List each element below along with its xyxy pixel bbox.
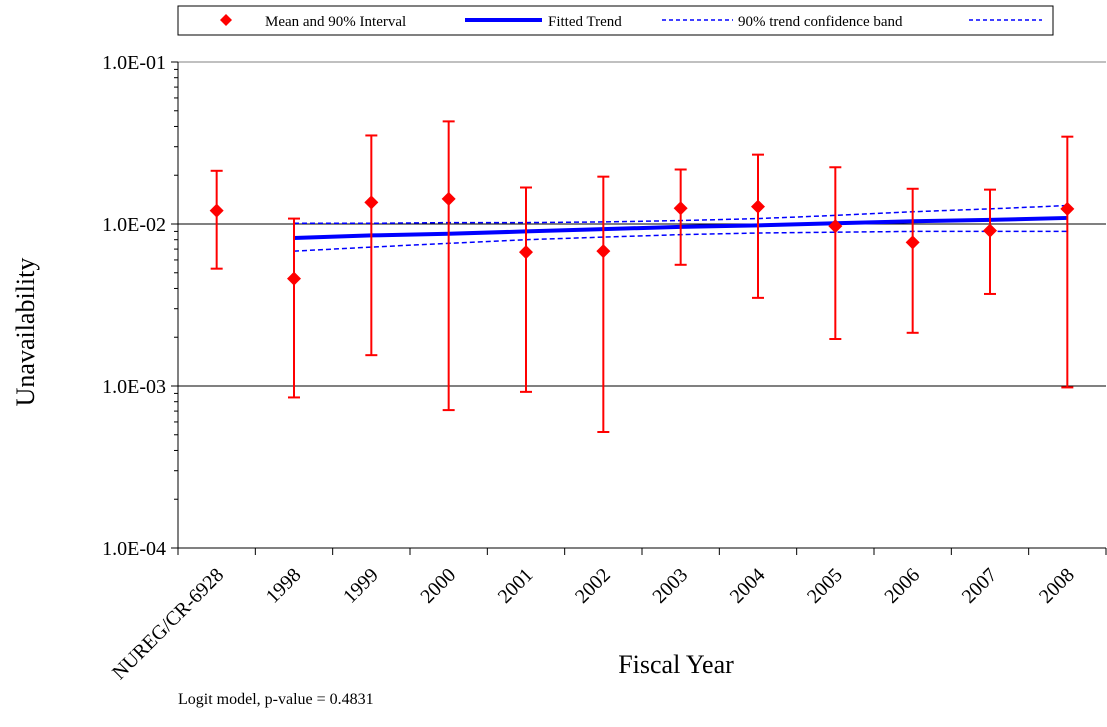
- x-tick-label: 1998: [262, 564, 306, 608]
- x-tick-label: 2006: [880, 564, 924, 608]
- legend: Mean and 90% Interval Fitted Trend 90% t…: [177, 5, 1054, 36]
- x-axis-ticks: NUREG/CR-6928 1998 1999 2000 2001 2002 2003 200…: [108, 548, 1107, 684]
- y-axis-title: Unavailability: [11, 258, 40, 407]
- mean-diamond-marker: [209, 203, 224, 218]
- y-axis-ticks: 1.0E-04 1.0E-03 1.0E-02 1.0E-01: [102, 52, 178, 560]
- legend-frame: [177, 5, 1054, 36]
- y-tick-label: 1.0E-04: [102, 538, 166, 560]
- x-tick-label: 2001: [494, 564, 538, 608]
- x-tick-label: 2004: [726, 564, 770, 608]
- x-tick-label: 2007: [958, 564, 1002, 608]
- x-tick-label: NUREG/CR-6928: [108, 564, 228, 684]
- x-tick-label: 2005: [803, 564, 847, 608]
- mean-diamond-marker: [983, 223, 997, 238]
- y-tick-label: 1.0E-01: [102, 52, 166, 74]
- mean-diamond-marker: [596, 244, 611, 259]
- plot-frame: [177, 62, 1106, 549]
- x-tick-label: 2002: [571, 564, 615, 608]
- mean-diamond-marker: [905, 235, 920, 250]
- mean-diamond-marker: [673, 201, 688, 216]
- y-tick-label: 1.0E-02: [102, 214, 166, 236]
- interval-bars: [209, 120, 1075, 434]
- mean-diamond-marker: [751, 199, 765, 214]
- mean-diamond-marker: [287, 271, 301, 286]
- y-tick-label: 1.0E-03: [102, 376, 166, 398]
- x-tick-label: 2000: [416, 564, 460, 608]
- model-annotation: Logit model, p-value = 0.4831: [178, 691, 374, 708]
- x-axis-title: Fiscal Year: [618, 650, 734, 679]
- mean-diamond-marker: [441, 191, 456, 206]
- x-tick-label: 1999: [339, 564, 383, 608]
- mean-diamond-marker: [519, 245, 533, 260]
- x-tick-label: 2008: [1035, 564, 1079, 608]
- x-tick-label: 2003: [648, 564, 692, 608]
- legend-label-trend: Fitted Trend: [548, 14, 622, 30]
- legend-diamond-marker: [220, 14, 232, 26]
- legend-label-band: 90% trend confidence band: [738, 14, 903, 30]
- legend-label-mean: Mean and 90% Interval: [265, 14, 406, 30]
- mean-diamond-marker: [1060, 201, 1075, 216]
- grid-lines: [178, 61, 1106, 387]
- mean-diamond-marker: [364, 195, 379, 210]
- mean-diamond-marker: [828, 219, 843, 234]
